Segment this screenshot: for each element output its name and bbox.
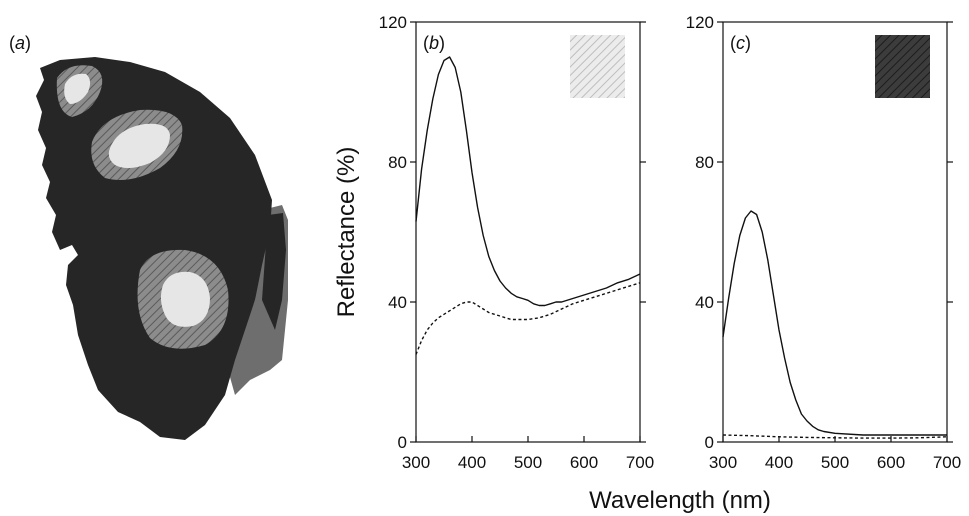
panel-b-label: (b) — [423, 33, 445, 53]
panel-c-y-tick-label: 40 — [695, 293, 714, 312]
panel-c-y-tick-label: 120 — [686, 13, 714, 32]
panel-c-series — [722, 210, 948, 439]
eyespot-lower — [137, 249, 229, 349]
panel-b-x-tick-label: 700 — [626, 453, 654, 472]
panel-b-y-tick-label: 0 — [398, 433, 407, 452]
panel-b-series — [415, 56, 641, 355]
panel-b-y-tick-label: 120 — [379, 13, 407, 32]
panel-c-y-tick-label: 80 — [695, 153, 714, 172]
eyespot-middle-center — [108, 123, 170, 169]
y-axis-title: Reflectance (%) — [333, 147, 360, 318]
panel-c-x-tick-label: 300 — [709, 453, 737, 472]
panel-b-x-tick-label: 500 — [514, 453, 542, 472]
eyespot-upper-center — [64, 73, 91, 104]
eyespot-upper — [56, 65, 103, 117]
panel-b-x-tick-label: 300 — [402, 453, 430, 472]
panel-b-x-tick-label: 400 — [458, 453, 486, 472]
panel-c-solid-line — [722, 210, 947, 436]
panel-b-solid-line — [415, 56, 641, 307]
panel-c-color-swatch — [875, 35, 930, 98]
panel-c-x-tick-label: 500 — [821, 453, 849, 472]
panel-b-color-swatch — [570, 35, 625, 98]
panel-c-x-tick-label: 400 — [765, 453, 793, 472]
wing-notch-right — [262, 213, 286, 330]
panel-c-reflectance-chart: (c) 300 400 500 600 700 0 40 80 120 — [686, 13, 962, 472]
panel-b-x-tick-label: 600 — [570, 453, 598, 472]
x-axis-title: Wavelength (nm) — [589, 487, 771, 514]
panel-c-label: (c) — [730, 33, 751, 53]
panel-b-reflectance-chart: (b) 300 400 500 600 700 0 40 80 120 — [379, 13, 655, 472]
panel-a-label: (a) — [9, 33, 31, 53]
panel-b-dashed-line — [415, 282, 641, 355]
panel-c-y-tick-label: 0 — [705, 433, 714, 452]
panel-b-y-tick-label: 40 — [388, 293, 407, 312]
panel-b-y-tick-label: 80 — [388, 153, 407, 172]
panel-c-dashed-line — [722, 434, 948, 439]
panel-c-ticks: 300 400 500 600 700 0 40 80 120 — [686, 13, 962, 472]
panel-a-wing-illustration: (a) — [9, 33, 288, 440]
panel-b-ticks: 300 400 500 600 700 0 40 80 120 — [379, 13, 655, 472]
eyespot-middle — [91, 109, 183, 181]
panel-c-x-tick-label: 700 — [933, 453, 961, 472]
panel-c-x-tick-label: 600 — [877, 453, 905, 472]
eyespot-lower-center — [160, 271, 210, 327]
